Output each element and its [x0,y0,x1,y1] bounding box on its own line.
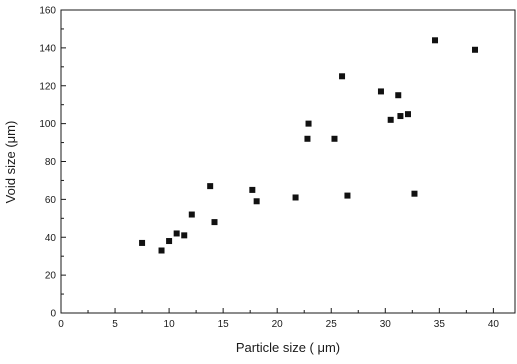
data-point [397,113,404,120]
plot-frame [60,9,516,314]
data-point [211,219,218,226]
y-axis-ticks: 0 20 40 60 80 100 120 140 160 [39,6,66,320]
data-point [411,190,418,197]
x-tick-label: 10 [164,319,176,330]
data-point [305,120,312,127]
data-point [181,232,188,239]
data-point [292,194,299,201]
data-point [253,198,260,205]
data-point [173,230,180,237]
x-tick-label: 15 [218,319,230,330]
x-tick-label: 30 [380,319,392,330]
data-point [339,73,346,80]
data-point [158,247,165,254]
data-point [344,192,351,199]
x-axis-ticks: 0 5 10 15 20 25 30 35 40 [58,308,499,330]
data-point [377,88,384,95]
data-point [472,46,479,53]
x-tick-label: 20 [272,319,284,330]
y-tick-label: 160 [39,6,56,17]
x-tick-label: 40 [488,319,500,330]
y-tick-label: 100 [39,119,56,130]
x-tick-label: 0 [58,319,64,330]
data-point [249,186,256,193]
y-axis-title: Void size (μm) [3,121,18,204]
y-tick-label: 40 [45,233,57,244]
x-tick-label: 35 [434,319,446,330]
y-tick-label: 60 [45,195,57,206]
x-tick-label: 5 [112,319,118,330]
y-tick-label: 140 [39,43,56,54]
data-point [395,92,402,99]
data-points [139,37,479,254]
y-tick-label: 80 [45,157,57,168]
y-tick-label: 120 [39,81,56,92]
y-tick-label: 20 [45,271,57,282]
x-tick-label: 25 [326,319,338,330]
data-point [207,183,214,190]
data-point [331,135,338,142]
y-tick-label: 0 [50,309,56,320]
data-point [404,111,411,118]
data-point [432,37,439,44]
data-point [166,238,173,245]
data-point [139,239,146,246]
data-point [188,211,195,218]
data-point [304,135,311,142]
x-axis-title: Particle size ( μm) [236,340,340,355]
data-point [387,116,394,123]
